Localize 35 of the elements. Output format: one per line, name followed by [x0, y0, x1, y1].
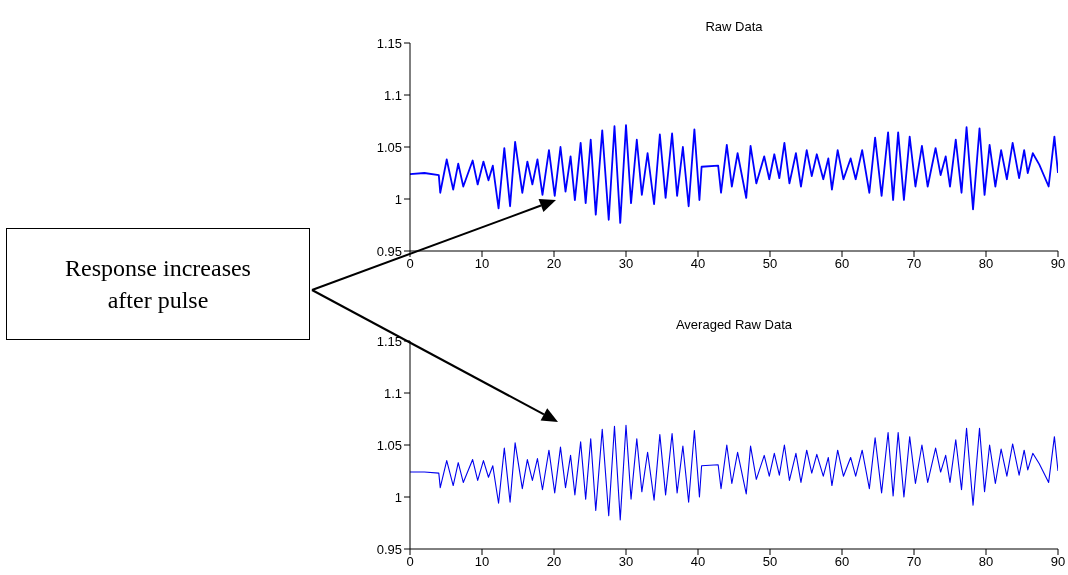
y-tick-label: 1.1	[383, 385, 402, 401]
y-tick-label: 1	[394, 489, 402, 505]
x-tick-label: 80	[978, 256, 994, 272]
x-tick-label: 70	[906, 554, 922, 570]
x-tick-label: 50	[762, 554, 778, 570]
y-tick-label: 1.05	[376, 437, 402, 453]
x-tick-label: 20	[546, 256, 562, 272]
y-tick-label: 0.95	[376, 243, 402, 259]
x-tick-label: 30	[618, 256, 634, 272]
x-tick-label: 80	[978, 554, 994, 570]
line-series	[410, 424, 1058, 521]
chart-title: Raw Data	[704, 19, 764, 34]
y-tick-label: 1.15	[376, 333, 402, 349]
x-tick-label: 70	[906, 256, 922, 272]
y-tick-label: 1	[394, 191, 402, 207]
x-tick-label: 90	[1050, 256, 1066, 272]
x-tick-label: 20	[546, 554, 562, 570]
y-tick-label: 1.15	[376, 35, 402, 51]
x-tick-label: 30	[618, 554, 634, 570]
x-tick-label: 60	[834, 554, 850, 570]
y-tick-label: 1.1	[383, 87, 402, 103]
chart-title: Averaged Raw Data	[674, 317, 794, 332]
x-tick-label: 10	[474, 256, 490, 272]
x-tick-label: 10	[474, 554, 490, 570]
x-tick-label: 60	[834, 256, 850, 272]
x-tick-label: 0	[406, 554, 414, 570]
text: Response increases after pulse	[6, 228, 310, 340]
x-tick-label: 40	[690, 256, 706, 272]
y-tick-label: 0.95	[376, 541, 402, 557]
line-series	[410, 124, 1058, 224]
x-tick-label: 0	[406, 256, 414, 272]
x-tick-label: 40	[690, 554, 706, 570]
x-tick-label: 90	[1050, 554, 1066, 570]
x-tick-label: 50	[762, 256, 778, 272]
y-tick-label: 1.05	[376, 139, 402, 155]
